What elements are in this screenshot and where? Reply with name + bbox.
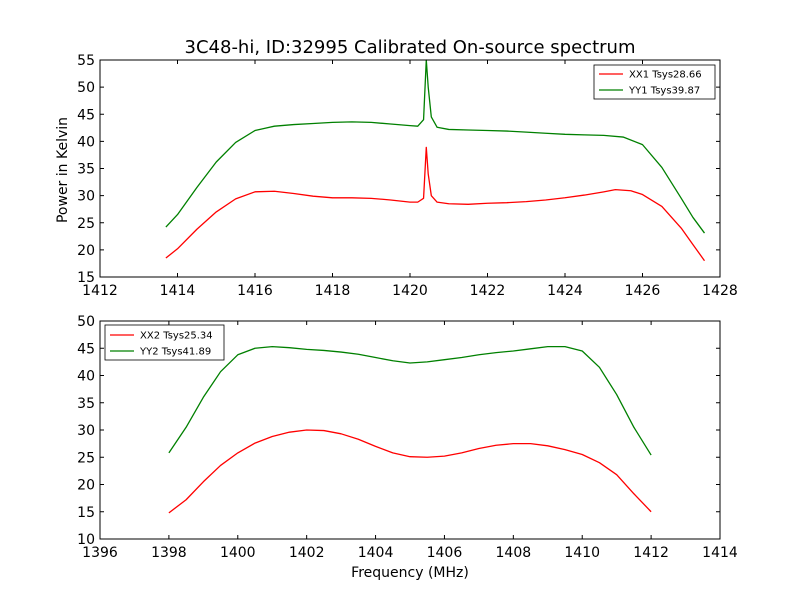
top-legend-label-xx1: XX1 Tsys28.66 xyxy=(629,70,702,81)
top-y-tick-label-1: 20 xyxy=(77,243,95,259)
bottom-x-tick-label-9: 1414 xyxy=(702,545,738,561)
top-y-tick-label-4: 35 xyxy=(77,162,95,178)
top-y-tick-label-8: 55 xyxy=(77,53,95,69)
top-x-tick-label-1: 1414 xyxy=(160,283,196,299)
top-series-line-1 xyxy=(165,59,706,234)
top-y-tick-label-3: 30 xyxy=(77,189,95,205)
bottom-plot-area: 1396 1398 1400 1402 1404 1406 1408 1410 1412 1414… xyxy=(77,314,738,561)
bottom-chart-xlabel: Frequency (MHz) xyxy=(351,565,469,581)
top-legend-box xyxy=(593,64,716,100)
bottom-x-tick-label-6: 1408 xyxy=(496,545,532,561)
top-y-tick-label-6: 45 xyxy=(77,107,95,123)
bottom-legend: XX2 Tsys25.34 YY2 Tsys41.89 xyxy=(104,324,225,361)
top-x-tick-label-6: 1424 xyxy=(547,283,583,299)
top-y-tick-label-0: 15 xyxy=(77,270,95,286)
top-x-tick-label-5: 1422 xyxy=(470,283,506,299)
bottom-legend-label-xx2: XX2 Tsys25.34 xyxy=(140,331,213,342)
bottom-x-tick-label-8: 1412 xyxy=(633,545,669,561)
bottom-y-tick-label-0: 10 xyxy=(77,532,95,548)
bottom-legend-label-yy2: YY2 Tsys41.89 xyxy=(139,347,211,358)
bottom-y-tick-label-1: 15 xyxy=(77,505,95,521)
bottom-y-tick-label-4: 30 xyxy=(77,423,95,439)
bottom-x-tick-label-2: 1400 xyxy=(220,545,256,561)
bottom-y-tick-label-7: 45 xyxy=(77,341,95,357)
top-x-tick-label-4: 1420 xyxy=(392,283,428,299)
top-x-tick-label-8: 1428 xyxy=(702,283,738,299)
top-x-tick-label-3: 1418 xyxy=(315,283,351,299)
top-plot-area: 1412 1414 1416 1418 1420 1422 1424 1426 1428 15 20… xyxy=(77,53,738,299)
bottom-x-tick-label-0: 1396 xyxy=(82,545,118,561)
bottom-x-tick-label-3: 1402 xyxy=(289,545,325,561)
bottom-y-tick-label-2: 20 xyxy=(77,478,95,494)
bottom-chart: Frequency (MHz) 1396 1398 1400 1402 1404 1406… xyxy=(77,314,738,581)
top-x-tick-label-0: 1412 xyxy=(82,283,118,299)
top-x-tick-label-7: 1426 xyxy=(625,283,661,299)
bottom-x-tick-label-5: 1406 xyxy=(427,545,463,561)
top-chart-ylabel: Power in Kelvin xyxy=(55,117,71,223)
bottom-y-tick-label-5: 35 xyxy=(77,396,95,412)
top-legend: XX1 Tsys28.66 YY1 Tsys39.87 xyxy=(593,64,716,100)
bottom-series-line-0 xyxy=(168,429,652,514)
bottom-y-tick-label-6: 40 xyxy=(77,369,95,385)
top-series-line-0 xyxy=(165,146,706,262)
top-legend-label-yy1: YY1 Tsys39.87 xyxy=(628,86,700,97)
top-chart-title: 3C48-hi, ID:32995 Calibrated On-source s… xyxy=(185,37,636,58)
bottom-legend-box xyxy=(104,324,225,361)
top-y-tick-label-2: 25 xyxy=(77,216,95,232)
top-x-tick-label-2: 1416 xyxy=(237,283,273,299)
bottom-y-tick-label-8: 50 xyxy=(77,314,95,330)
top-y-tick-label-7: 50 xyxy=(77,80,95,96)
bottom-series-line-1 xyxy=(168,345,652,456)
bottom-x-tick-label-1: 1398 xyxy=(151,545,187,561)
bottom-x-tick-label-7: 1410 xyxy=(564,545,600,561)
bottom-y-tick-label-3: 25 xyxy=(77,450,95,466)
top-chart: 3C48-hi, ID:32995 Calibrated On-source s… xyxy=(55,37,738,299)
bottom-x-tick-label-4: 1404 xyxy=(358,545,394,561)
top-y-tick-label-5: 40 xyxy=(77,134,95,150)
